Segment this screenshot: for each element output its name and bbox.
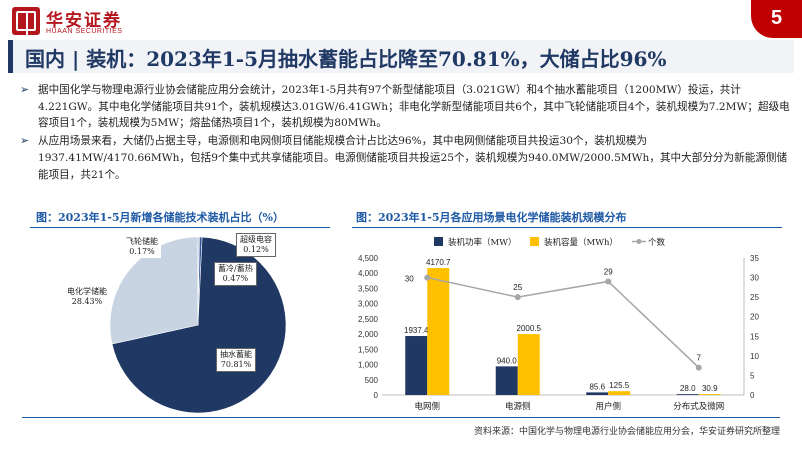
y-tick-label-right: 0 (750, 391, 755, 400)
bar-chart: 0 500 1,000 1,500 2,000 2,500 3,000 3,500 4,000 4… (358, 237, 759, 412)
bar-data-label: 2000.5 (517, 324, 542, 333)
bar-data-label: 940.0 (497, 356, 518, 365)
pie-label-value: 0.17% (129, 247, 155, 256)
bullet-item: ➢ 从应用场景来看，大储仍占据主导，电源侧和电网侧项目储能规模合计占比达96%，… (20, 133, 790, 183)
pie-slice (109, 236, 199, 345)
legend-label: 个数 (648, 237, 666, 248)
footer-divider (22, 417, 780, 418)
y-tick-label-right: 15 (750, 332, 759, 341)
y-tick-label-right: 20 (750, 313, 759, 322)
bar (517, 334, 540, 395)
line-series (427, 276, 700, 369)
arrow-bullet-icon: ➢ (20, 83, 30, 96)
line-point (424, 274, 431, 281)
bullet-text: 据中国化学与物理电源行业协会储能应用分会统计，2023年1-5月共有97个新型储… (38, 84, 790, 130)
y-tick-label-left: 2,000 (358, 330, 379, 339)
legend-swatch (434, 237, 443, 246)
y-tick-label-right: 5 (750, 371, 755, 380)
title-bar: 国内 | 装机：2023年1-5月抽水蓄能占比降至70.81%，大储占比96% (8, 40, 794, 73)
bar-data-label: 28.0 (680, 384, 696, 393)
line-data-label: 25 (513, 283, 522, 292)
fig1-title: 图：2023年1-5月新增各储能技术装机占比（%） (36, 211, 284, 224)
brand-logo (12, 7, 40, 35)
bar (405, 336, 428, 395)
y-tick-label-right: 35 (750, 254, 759, 263)
y-tick-label-left: 3,000 (358, 300, 379, 309)
page-title: 国内 | 装机：2023年1-5月抽水蓄能占比降至70.81%，大储占比96% (25, 47, 667, 71)
line-point (514, 294, 521, 301)
y-tick-label-left: 2,500 (358, 315, 379, 324)
pie-label-value: 28.43% (71, 297, 103, 306)
line-data-label: 30 (405, 275, 414, 284)
pie-label-flywheel: 飞轮储能 0.17% (123, 236, 161, 258)
source-note: 资料来源：中国化学与物理电源行业协会储能应用分会，华安证券研究所整理 (473, 427, 780, 437)
bullet-text: 从应用场景来看，大储仍占据主导，电源侧和电网侧项目储能规模合计占比达96%，其中… (38, 135, 788, 181)
bar-data-label: 30.9 (702, 384, 718, 393)
page-number-badge: 5 (751, 0, 802, 38)
pie-label-value: 0.12% (243, 245, 269, 254)
bar-data-label: 1937.4 (404, 326, 429, 335)
legend-swatch (636, 239, 642, 244)
x-tick-label: 电网侧 (414, 401, 440, 412)
pie-label-name: 蓄冷/蓄热 (218, 264, 253, 273)
bullet-list: ➢ 据中国化学与物理电源行业协会储能应用分会统计，2023年1-5月共有97个新… (20, 82, 790, 184)
pie-label-supercap: 超级电容 0.12% (236, 233, 276, 257)
pie-label-value: 70.81% (220, 360, 252, 369)
bar (495, 366, 518, 395)
bar (427, 268, 450, 395)
legend-label: 装机功率（MW） (448, 237, 516, 248)
bar-data-label: 125.5 (609, 381, 630, 390)
y-tick-label-right: 25 (750, 293, 759, 302)
pie-label-value: 0.47% (222, 274, 249, 283)
bar (608, 391, 631, 395)
pie-label-thermal: 蓄冷/蓄热 0.47% (214, 262, 257, 286)
x-tick-label: 电源侧 (505, 401, 531, 412)
brand-name: 华安证券 (46, 11, 122, 31)
bar (676, 394, 699, 395)
line-data-label: 7 (697, 354, 702, 363)
pie-slice (197, 236, 200, 326)
y-tick-label-left: 3,500 (358, 284, 379, 293)
pie-label-name: 电化学储能 (67, 287, 107, 296)
pie-chart (109, 236, 287, 414)
y-tick-label-left: 4,500 (358, 254, 379, 263)
brand-name-en: HUAAN SECURITIES (46, 28, 123, 35)
line-point (695, 364, 702, 371)
legend-label: 装机容量（MWh） (544, 237, 618, 248)
bar-data-label: 85.6 (589, 382, 605, 391)
arrow-bullet-icon: ➢ (20, 134, 30, 148)
y-tick-label-left: 4,000 (358, 269, 379, 278)
y-tick-label-left: 1,500 (358, 345, 379, 354)
y-tick-label-left: 0 (374, 391, 379, 400)
pie-label-name: 飞轮储能 (126, 237, 158, 246)
bar-data-label: 4170.7 (426, 258, 451, 267)
y-tick-label-left: 500 (365, 376, 379, 385)
y-tick-label-left: 1,000 (358, 361, 379, 370)
line-point (605, 278, 612, 285)
y-tick-label-right: 30 (750, 274, 759, 283)
bar (698, 394, 721, 395)
fig2-title: 图：2023年1-5月各应用场景电化学储能装机规模分布 (356, 211, 627, 224)
y-tick-label-right: 10 (750, 352, 759, 361)
pie-label-name: 抽水蓄能 (220, 350, 252, 359)
line-data-label: 29 (604, 267, 613, 276)
pie-label-pumped-hydro: 抽水蓄能 70.81% (216, 348, 256, 372)
bullet-item: ➢ 据中国化学与物理电源行业协会储能应用分会统计，2023年1-5月共有97个新… (20, 82, 790, 132)
page-number: 5 (770, 7, 783, 29)
fig1-divider (30, 227, 330, 228)
bar (586, 392, 609, 395)
fig2-divider (352, 227, 782, 228)
pie-label-name: 超级电容 (240, 235, 272, 244)
x-tick-label: 分布式及微网 (673, 401, 724, 412)
pie-label-electrochem: 电化学储能 28.43% (64, 286, 110, 308)
legend-swatch (530, 237, 539, 246)
logo-glyph-icon (16, 11, 36, 35)
x-tick-label: 用户侧 (595, 401, 621, 412)
